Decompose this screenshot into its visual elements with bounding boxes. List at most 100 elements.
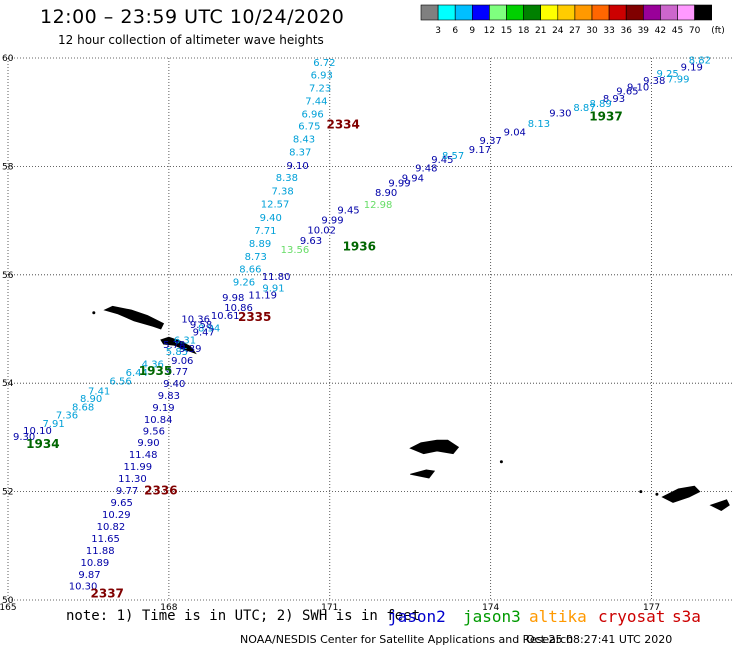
wave-height-label: 9.65 [111,498,133,509]
wave-height-label: 8.38 [276,173,298,184]
color-scale-tick: 6 [452,26,458,36]
wave-height-label: 12.57 [261,200,290,211]
island-shape [709,499,730,512]
wave-height-label: 4.36 [142,359,164,370]
legend-altika: altika [529,607,587,626]
wave-height-label: 9.48 [415,163,437,174]
wave-height-label: 9.37 [480,136,502,147]
wave-height-label: 11.19 [248,291,277,302]
wave-height-label: 8.89 [249,239,271,250]
wave-height-label: 11.99 [123,462,152,473]
chart-title: 12:00 – 23:59 UTC 10/24/2020 [40,6,345,28]
color-scale-tick: 39 [638,26,650,36]
wave-height-label: 9.87 [78,570,100,581]
wave-height-label: 9.47 [193,328,215,339]
wave-height-label: 9.04 [504,128,526,139]
y-tick-label: 58 [2,162,14,172]
wave-height-label: 7.44 [305,97,327,108]
color-scale-tick: 45 [672,26,683,36]
y-tick-label: 54 [2,379,14,389]
wave-height-label: 9.30 [13,432,35,443]
pass-time-label: 2335 [238,310,271,324]
wave-height-label: 11.48 [129,450,158,461]
legend-jason3: jason3 [463,607,521,626]
island-shape [409,439,460,455]
color-scale-tick: 18 [518,26,530,36]
y-tick-label: 60 [2,54,14,64]
wave-height-label: 11.30 [118,474,147,485]
wave-height-label: 7.99 [667,74,689,85]
wave-height-label: 9.40 [163,379,185,390]
wave-height-label: 9.99 [321,215,343,226]
wave-height-label: 7.71 [254,226,276,237]
wave-height-label: 9.30 [549,109,571,120]
wave-height-label: 10.84 [144,415,173,426]
wave-height-label: 9.10 [286,161,308,172]
wave-height-label: 7.38 [271,187,293,198]
wave-height-label: 8.82 [689,55,711,66]
wave-height-label: 8.37 [289,148,311,159]
y-tick-label: 50 [2,596,14,606]
wave-height-label: 6.31 [174,336,196,347]
color-scale-tick: 3 [435,26,441,36]
wave-height-label: 5.78 [163,340,185,351]
wave-height-label: 7.23 [309,84,331,95]
island-shape [661,485,701,503]
wave-height-label: 9.94 [402,174,424,185]
wave-height-label: 10.30 [69,582,98,593]
island-shape [410,469,436,479]
wave-height-label: 6.75 [298,122,320,133]
islet-dot [92,311,96,315]
y-tick-label: 52 [2,488,13,498]
wave-height-label: 8.66 [239,265,261,276]
wave-height-label: 9.90 [137,438,159,449]
wave-height-label: 9.91 [262,284,284,295]
wave-height-label: 9.58 [190,320,212,331]
credit-line: NOAA/NESDIS Center for Satellite Applica… [240,633,574,646]
color-scale-tick: 70 [689,26,701,36]
wave-height-label: 8.57 [442,151,464,162]
x-tick-label: 165 [0,603,17,613]
wave-height-label: 5.85 [166,347,188,358]
wave-height-label: 9.77 [166,367,188,378]
wave-height-label: 9.17 [469,145,491,156]
wave-height-label: 6.93 [311,71,333,82]
x-tick-label: 177 [643,603,660,613]
color-scale-tick: 33 [603,26,614,36]
color-scale-tick: 15 [501,26,512,36]
pass-time-label: 2337 [91,586,124,600]
wave-height-label: 8.93 [603,94,625,105]
wave-height-label: 7.41 [88,387,110,398]
legend-s3a: s3a [672,607,701,626]
x-tick-label: 171 [321,603,338,613]
pass-time-label: 2334 [326,117,359,131]
wave-height-label: 10.10 [23,426,52,437]
wave-height-label: 9.38 [643,76,665,87]
wave-height-label: 9.40 [260,213,282,224]
wave-height-label: 10.29 [102,510,131,521]
wave-height-label: 13.56 [281,245,310,256]
wave-height-label: 10.82 [97,522,126,533]
generated-timestamp: Oct 25 08:27:41 UTC 2020 [526,633,673,646]
wave-height-label: 9.25 [657,69,679,80]
color-scale-tick: 27 [569,26,580,36]
wave-height-label: 8.43 [293,135,315,146]
legend-jason2: jason2 [388,607,446,626]
wave-height-label: 6.72 [313,58,335,69]
pass-time-label: 2336 [144,483,177,497]
color-scale-tick: 36 [620,26,632,36]
color-scale-tick: 12 [484,26,495,36]
wave-height-label: 9.45 [431,155,453,166]
wave-height-label: 10.02 [307,226,336,237]
islet-dot [499,460,503,464]
wave-height-label: 6.96 [301,110,323,121]
wave-height-label: 11.80 [262,272,291,283]
islet-dot [655,492,659,496]
wave-height-label: 9.98 [222,293,244,304]
wave-height-label: 8.68 [72,402,94,413]
wave-height-label: 9.99 [388,178,410,189]
legend-cryosat: cryosat [598,607,666,626]
wave-height-label: 9.26 [233,278,255,289]
pass-time-label: 1935 [139,364,172,378]
